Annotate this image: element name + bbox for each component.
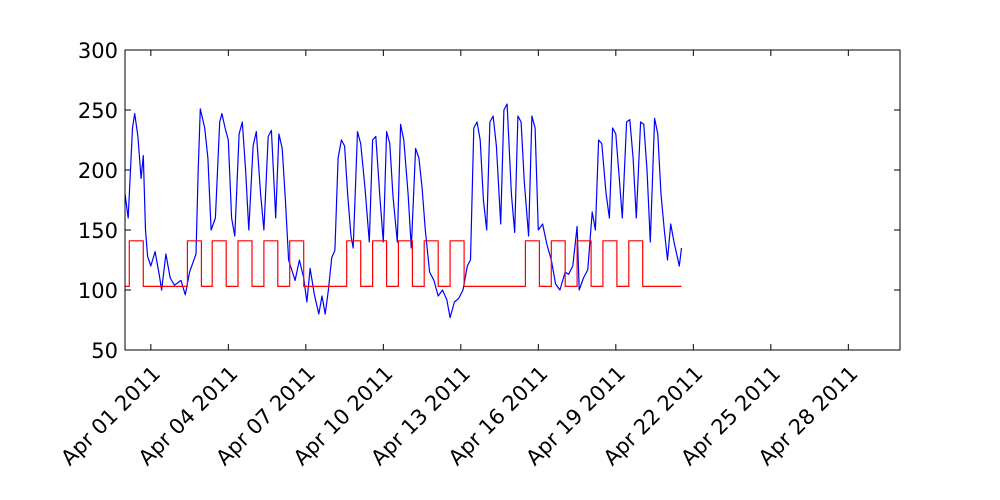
- y-tick-label: 50: [91, 339, 118, 363]
- series-line-2: [125, 240, 682, 287]
- y-tick-label: 150: [78, 219, 118, 243]
- series-line-1: [124, 103, 683, 319]
- y-tick-label: 100: [78, 279, 118, 303]
- plot-frame: [124, 49, 901, 351]
- y-tick-label: 300: [78, 39, 118, 63]
- y-tick-label: 250: [78, 99, 118, 123]
- y-axis: 50 100 150 200 250 300: [78, 39, 900, 363]
- series-layer: [124, 103, 683, 319]
- y-tick-label: 200: [78, 159, 118, 183]
